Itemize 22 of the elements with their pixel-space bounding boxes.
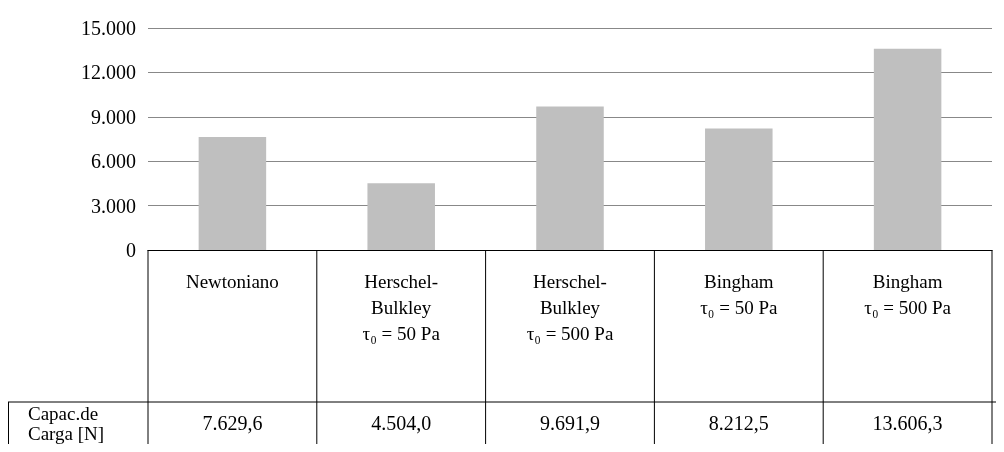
x-tick-label: Newtoniano	[185, 270, 279, 292]
x-tick-label: Bingham τ₀ = 50 Pa	[700, 270, 778, 318]
bar	[367, 183, 435, 250]
bar	[873, 48, 942, 250]
x-tick-label: Herschel- Bulkley τ₀ = 50 Pa	[362, 270, 441, 344]
data-label: 4.504,0	[371, 412, 432, 434]
y-tick-label: 9.000	[91, 105, 136, 128]
text: Capac.de Carga [N]	[28, 402, 105, 444]
data-label: 9.691,9	[540, 412, 600, 434]
y-tick-label: 0	[126, 239, 136, 261]
bar	[198, 137, 267, 250]
y-tick-label: 12.000	[81, 61, 136, 84]
y-tick-label: 3.000	[91, 194, 136, 217]
x-tick-label: Bingham τ₀ = 500 Pa	[864, 270, 952, 318]
data-label: 8.212,5	[708, 412, 769, 434]
y-tick-label: 15.000	[81, 17, 136, 39]
data-label: 13.606,3	[872, 412, 943, 434]
bar	[536, 106, 604, 250]
y-tick-label: 6.000	[91, 150, 136, 173]
x-tick-label: Herschel- Bulkley τ₀ = 500 Pa	[526, 270, 614, 344]
data-label: 7.629,6	[202, 412, 263, 434]
bar	[705, 128, 773, 250]
